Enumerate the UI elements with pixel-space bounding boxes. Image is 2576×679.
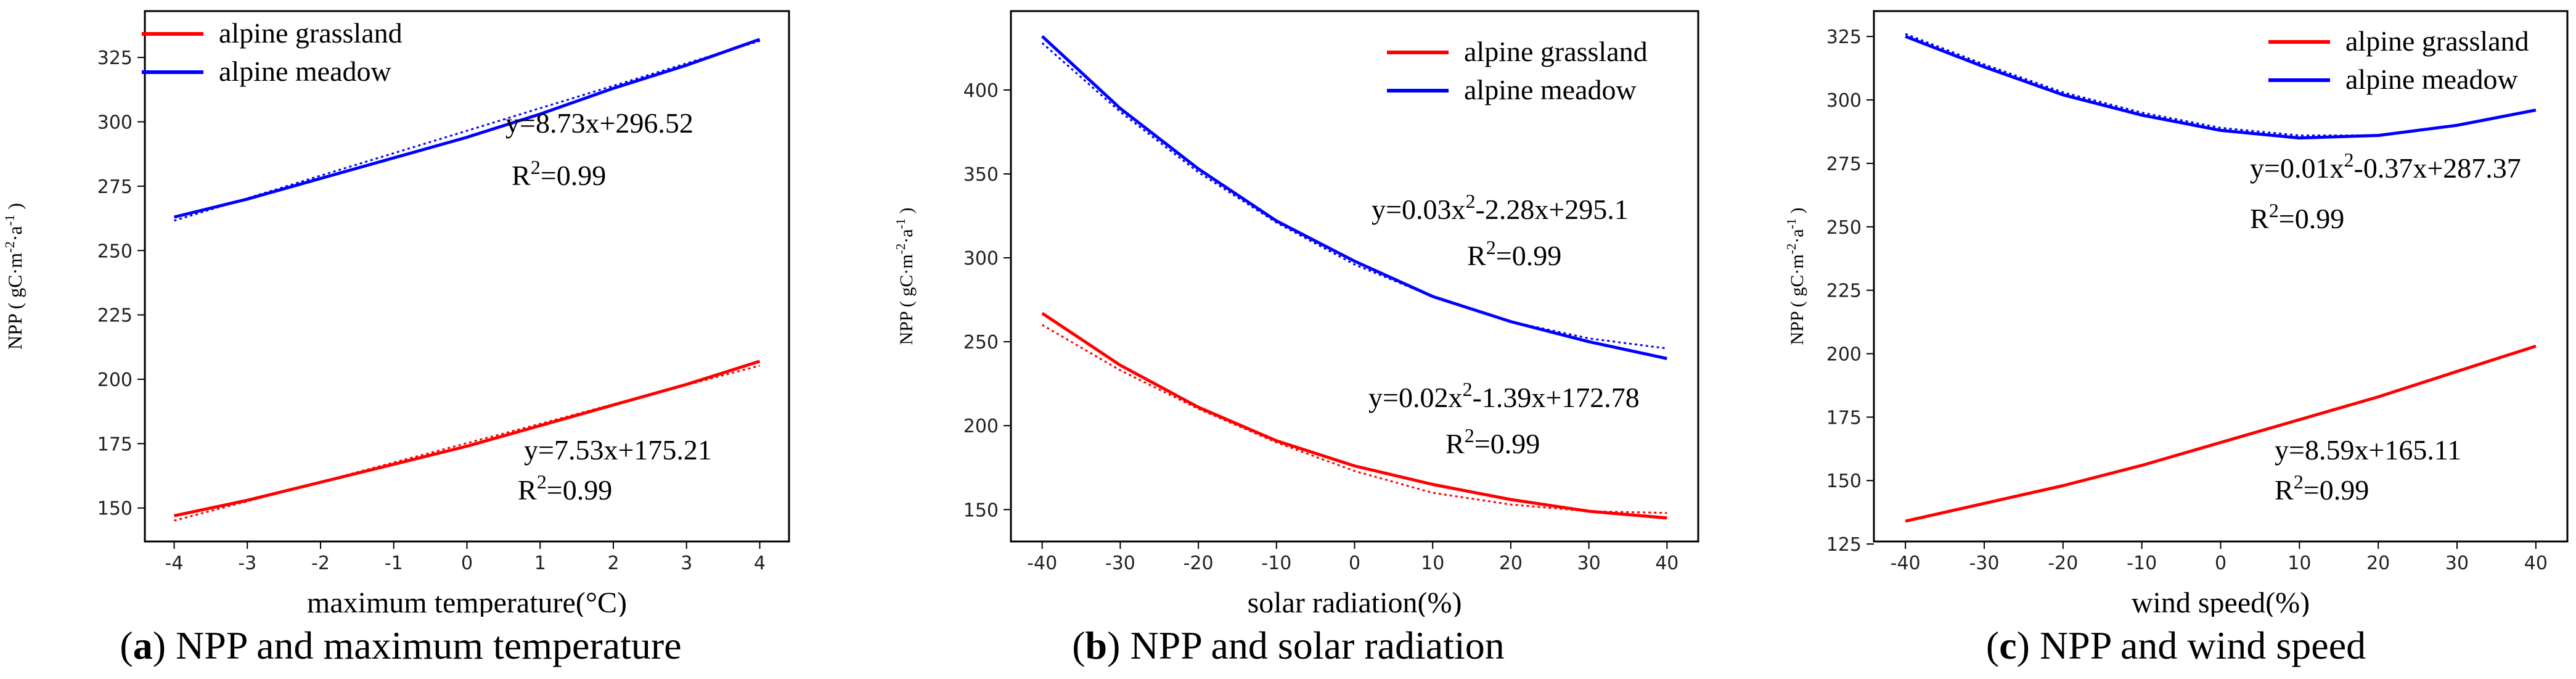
x-tick-label: 20 — [1499, 553, 1523, 574]
series-line-meadow — [1905, 35, 2537, 140]
x-tick-label: -30 — [1105, 553, 1135, 574]
x-tick-label: 30 — [2445, 553, 2469, 574]
equation-label: y=8.73x+296.52 — [505, 107, 693, 139]
x-tick-label: -3 — [238, 553, 256, 574]
legend-label-meadow: alpine meadow — [1464, 74, 1637, 105]
x-tick-label: 10 — [1421, 553, 1444, 574]
fit-line-meadow — [174, 39, 760, 222]
y-tick-label: 200 — [963, 416, 999, 437]
x-tick-label: -20 — [1184, 553, 1214, 574]
y-tick-label: 150 — [1826, 471, 1862, 492]
caption-a-letter: a — [133, 623, 153, 667]
x-tick-label: 20 — [2366, 553, 2390, 574]
y-tick-label: 275 — [1826, 154, 1862, 175]
x-tick-label: 0 — [461, 553, 473, 574]
r2-label: R2=0.99 — [512, 156, 606, 191]
caption-b: (b) NPP and solar radiation — [1072, 623, 1505, 667]
y-tick-label: 250 — [97, 241, 133, 262]
caption-c-letter: c — [1999, 623, 2017, 667]
x-tick-label: -40 — [1027, 553, 1057, 574]
series-line-meadow — [1041, 35, 1667, 360]
fit-line-grassland — [1041, 324, 1667, 514]
y-tick-label: 300 — [963, 248, 999, 270]
caption-b-text: NPP and solar radiation — [1120, 623, 1505, 667]
caption-c-text: NPP and wind speed — [2029, 623, 2366, 667]
x-axis-label: maximum temperature(°C) — [307, 586, 627, 617]
y-tick-label: 225 — [97, 305, 133, 327]
legend-label-grassland: alpine grassland — [219, 17, 403, 49]
r2-label: R2=0.99 — [518, 471, 612, 506]
y-tick-label: 175 — [1826, 407, 1862, 429]
x-tick-label: 40 — [1655, 553, 1678, 574]
x-tick-label: 3 — [681, 553, 692, 574]
y-tick-label: 125 — [1826, 534, 1862, 556]
caption-c: (c) NPP and wind speed — [1985, 623, 2366, 667]
fit-line-grassland — [174, 364, 760, 522]
y-tick-label: 300 — [97, 112, 133, 134]
x-tick-label: 0 — [1349, 553, 1360, 574]
y-tick-label: 250 — [963, 332, 999, 353]
y-axis-label: NPP ( gC·m-2·a-1 ) — [893, 207, 917, 345]
y-axis-label: NPP ( gC·m-2·a-1 ) — [1784, 207, 1807, 345]
fit-line-meadow — [1041, 42, 1667, 350]
x-tick-label: -10 — [1261, 553, 1291, 574]
legend-label-grassland: alpine grassland — [2345, 25, 2529, 57]
y-tick-label: 325 — [97, 47, 133, 69]
series-line-grassland — [1905, 344, 2537, 523]
y-tick-label: 350 — [963, 164, 999, 186]
x-tick-label: -20 — [2048, 553, 2078, 574]
x-tick-label: -1 — [385, 553, 403, 574]
x-tick-label: 10 — [2288, 553, 2311, 574]
series-line-meadow — [173, 38, 761, 219]
x-tick-label: -10 — [2127, 553, 2157, 574]
y-tick-label: 200 — [97, 369, 133, 391]
equation-label: y=0.02x2-1.39x+172.78 — [1368, 378, 1640, 413]
y-axis-label: NPP ( gC·m-2·a-1 ) — [2, 203, 27, 350]
x-tick-label: 4 — [754, 553, 766, 574]
y-tick-label: 250 — [1826, 217, 1862, 239]
equation-label: y=0.01x2-0.37x+287.37 — [2250, 149, 2521, 184]
x-tick-label: 30 — [1577, 553, 1601, 574]
equation-label: y=0.03x2-2.28x+295.1 — [1372, 190, 1629, 225]
y-tick-label: 300 — [1826, 90, 1862, 112]
r2-label: R2=0.99 — [2250, 199, 2344, 234]
y-tick-label: 325 — [1826, 27, 1862, 48]
r2-label: R2=0.99 — [2275, 471, 2369, 506]
x-tick-label: 40 — [2524, 553, 2548, 574]
equation-label: y=7.53x+175.21 — [524, 434, 712, 466]
y-tick-label: 200 — [1826, 344, 1862, 366]
caption-a-text: NPP and maximum temperature — [166, 623, 682, 667]
x-axis-label: wind speed(%) — [2132, 586, 2310, 617]
x-tick-label: -30 — [1969, 553, 1999, 574]
r2-label: R2=0.99 — [1445, 424, 1540, 459]
chart-panel-a: -4 -3 -2 -1 0 1 2 3 4 150 175 200 225 250 275 300 325 max… — [2, 10, 790, 617]
legend-label-grassland: alpine grassland — [1464, 36, 1648, 67]
chart-panel-b: -40 -30 -20 -10 0 10 20 30 40 150 200 250 300 350 400 s… — [893, 10, 1699, 617]
x-tick-label: 1 — [534, 553, 546, 574]
x-tick-label: -40 — [1891, 553, 1921, 574]
y-tick-label: 150 — [963, 500, 999, 521]
r2-label: R2=0.99 — [1467, 236, 1561, 271]
equation-label: y=8.59x+165.11 — [2275, 434, 2461, 466]
caption-b-letter: b — [1085, 623, 1108, 667]
y-tick-label: 275 — [97, 176, 133, 198]
y-tick-label: 400 — [963, 80, 999, 102]
fit-line-meadow — [1905, 33, 2537, 137]
x-tick-label: 0 — [2215, 553, 2226, 574]
caption-a: (a) NPP and maximum temperature — [120, 623, 682, 667]
y-tick-label: 225 — [1826, 281, 1862, 302]
y-tick-label: 175 — [97, 434, 133, 455]
x-tick-label: 2 — [607, 553, 619, 574]
x-tick-label: -4 — [165, 553, 184, 574]
legend-label-meadow: alpine meadow — [219, 56, 392, 87]
legend-label-meadow: alpine meadow — [2345, 64, 2519, 95]
x-tick-label: -2 — [311, 553, 330, 574]
chart-panel-c: -40 -30 -20 -10 0 10 20 30 40 125 150 175 200 225 250 2… — [1784, 10, 2569, 617]
x-axis-label: solar radiation(%) — [1248, 586, 1462, 617]
series-line-grassland — [1041, 311, 1667, 520]
charts-svg: -4 -3 -2 -1 0 1 2 3 4150175200225250275300325max… — [2, 10, 2569, 617]
y-tick-label: 150 — [97, 498, 133, 520]
